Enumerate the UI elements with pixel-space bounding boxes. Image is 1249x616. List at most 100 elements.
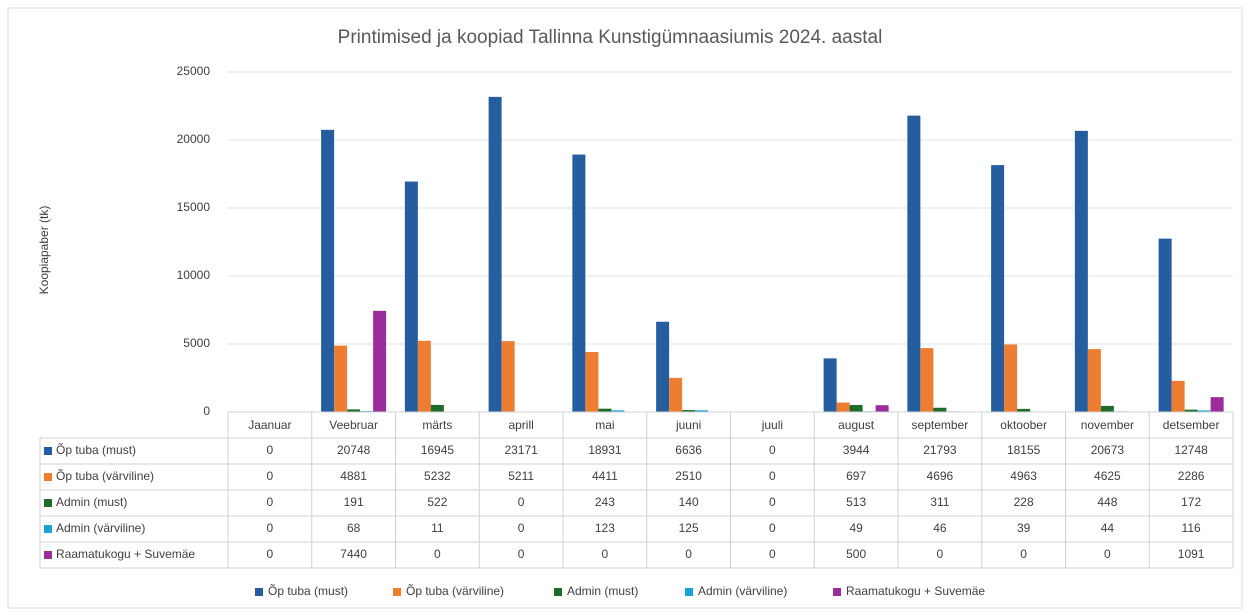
table-cell: 522 — [427, 495, 447, 509]
bar — [695, 410, 709, 412]
bar — [682, 410, 696, 412]
bar — [875, 405, 889, 412]
table-cell: 191 — [344, 495, 364, 509]
x-tick-label: september — [912, 418, 969, 432]
bar — [1210, 397, 1224, 412]
bar — [430, 404, 444, 412]
table-cell: 448 — [1097, 495, 1117, 509]
bar — [656, 321, 670, 412]
table-cell: 2510 — [675, 469, 702, 483]
table-cell: 18155 — [1007, 443, 1041, 457]
bar — [1171, 380, 1185, 412]
table-cell: 0 — [769, 443, 776, 457]
chart-border — [7, 7, 1243, 609]
bar — [373, 310, 387, 412]
legend-key — [833, 588, 841, 596]
table-cell: 2286 — [1178, 469, 1205, 483]
legend-key — [554, 588, 562, 596]
table-series-label: Õp tuba (värviline) — [56, 468, 154, 483]
table-series-label: Raamatukogu + Suvemäe — [56, 547, 195, 561]
table-cell: 0 — [267, 547, 274, 561]
table-cell: 3944 — [843, 443, 870, 457]
legend-label: Õp tuba (must) — [268, 583, 348, 598]
table-cell: 228 — [1014, 495, 1034, 509]
bar — [598, 408, 612, 412]
bar — [1017, 408, 1031, 412]
table-cell: 11 — [431, 521, 444, 535]
x-tick-label: märts — [422, 418, 452, 432]
table-cell: 4881 — [340, 469, 367, 483]
table-cell: 0 — [267, 469, 274, 483]
table-cell: 46 — [933, 521, 947, 535]
bar — [572, 154, 586, 413]
bar — [1184, 409, 1198, 412]
bar — [1197, 410, 1211, 412]
bar — [334, 345, 348, 412]
table-cell: 0 — [518, 547, 525, 561]
table-cell: 243 — [595, 495, 615, 509]
bar — [321, 129, 335, 412]
table-cell: 0 — [769, 495, 776, 509]
x-tick-label: august — [838, 418, 875, 432]
table-legend-key — [44, 499, 52, 507]
x-tick-label: juuni — [675, 418, 701, 432]
table-cell: 12748 — [1174, 443, 1208, 457]
table-cell: 5232 — [424, 469, 451, 483]
bar — [669, 377, 683, 412]
bar — [907, 115, 921, 412]
table-cell: 20748 — [337, 443, 371, 457]
table-cell: 0 — [769, 521, 776, 535]
legend-key — [255, 588, 263, 596]
table-cell: 44 — [1101, 521, 1115, 535]
table-cell: 0 — [267, 521, 274, 535]
table-cell: 0 — [769, 469, 776, 483]
table-cell: 4963 — [1010, 469, 1037, 483]
y-tick-label: 15000 — [177, 200, 211, 214]
table-cell: 0 — [1020, 547, 1027, 561]
bar — [933, 407, 947, 412]
table-cell: 49 — [849, 521, 863, 535]
table-cell: 0 — [685, 547, 692, 561]
table-cell: 4411 — [592, 469, 618, 483]
y-tick-label: 25000 — [177, 64, 211, 78]
table-cell: 0 — [937, 547, 944, 561]
table-cell: 513 — [846, 495, 866, 509]
table-cell: 23171 — [504, 443, 538, 457]
table-cell: 697 — [846, 469, 866, 483]
table-cell: 0 — [518, 495, 525, 509]
table-series-label: Admin (must) — [56, 495, 127, 509]
table-cell: 20673 — [1091, 443, 1125, 457]
table-cell: 0 — [267, 495, 274, 509]
table-cell: 123 — [595, 521, 615, 535]
table-cell: 39 — [1017, 521, 1031, 535]
bar — [1158, 238, 1172, 412]
table-cell: 21793 — [923, 443, 957, 457]
chart-title: Printimised ja koopiad Tallinna Kunstigü… — [338, 27, 883, 48]
x-tick-label: aprill — [508, 418, 533, 432]
table-cell: 0 — [267, 443, 274, 457]
bar — [404, 181, 418, 412]
legend-key — [685, 588, 693, 596]
table-cell: 140 — [679, 495, 699, 509]
table-cell: 68 — [347, 521, 361, 535]
x-tick-label: oktoober — [1000, 418, 1047, 432]
table-cell: 0 — [602, 547, 609, 561]
table-series-label: Õp tuba (must) — [56, 442, 136, 457]
legend-label: Raamatukogu + Suvemäe — [846, 584, 985, 598]
table-cell: 311 — [930, 495, 949, 509]
bar — [488, 96, 502, 413]
table-cell: 0 — [769, 547, 776, 561]
table-cell: 172 — [1181, 495, 1201, 509]
table-legend-key — [44, 447, 52, 455]
table-cell: 0 — [518, 521, 525, 535]
table-cell: 125 — [679, 521, 699, 535]
table-cell: 500 — [846, 547, 866, 561]
table-cell: 4696 — [927, 469, 954, 483]
bar — [1004, 344, 1018, 412]
x-tick-label: mai — [595, 418, 614, 432]
y-tick-label: 20000 — [177, 132, 211, 146]
table-legend-key — [44, 525, 52, 533]
x-tick-label: juuli — [761, 418, 783, 432]
x-tick-label: november — [1081, 418, 1134, 432]
